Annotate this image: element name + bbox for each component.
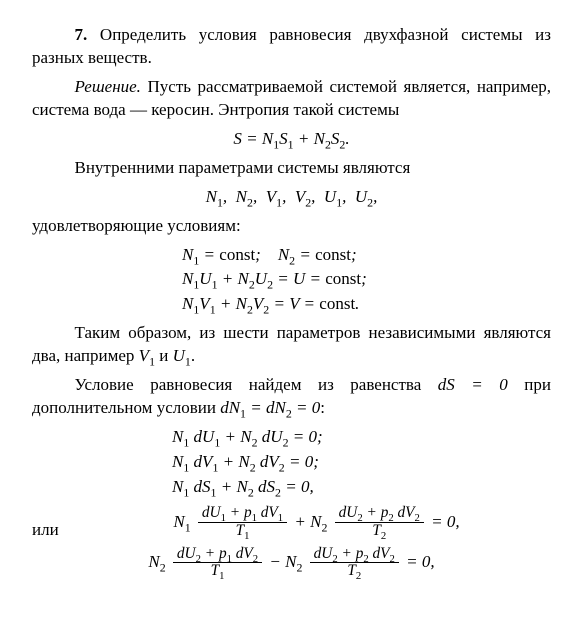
solution-heading: Решение. — [75, 77, 141, 96]
p5a: Условие равновесия найдем из равенства — [75, 375, 438, 394]
p5: Условие равновесия найдем из равенства d… — [32, 374, 551, 420]
or-label: или — [32, 519, 82, 542]
eq-long-a: N1 dU1 + p1 dV1 T1 + N2 dU2 + p2 dV2 T2 … — [32, 505, 551, 540]
eq-constraints: N1 = const; N2 = const; N1U1 + N2U2 = U … — [32, 244, 551, 317]
problem-number: 7. — [75, 25, 88, 44]
problem-text: Определить условия равновесия двухфазной… — [32, 25, 551, 67]
problem-statement: 7. Определить условия равновесия двухфаз… — [32, 24, 551, 70]
p4: Таким образом, из шести параметров незав… — [32, 322, 551, 368]
solution-para-1: Решение. Пусть рассматриваемой системой … — [32, 76, 551, 122]
eq-entropy: S = N1S1 + N2S2. — [32, 128, 551, 151]
eq-params: N1, N2, V1, V2, U1, U2, — [32, 186, 551, 209]
p3: удовлетворяющие условиям: — [32, 215, 551, 238]
p2: Внутренними параметрами системы являются — [32, 157, 551, 180]
eq-differentials: N1 dU1 + N2 dU2 = 0; N1 dV1 + N2 dV2 = 0… — [32, 426, 551, 499]
eq-long-b: N2 dU2 + p1 dV2 T1 − N2 dU2 + p2 dV2 T2 … — [32, 546, 551, 581]
